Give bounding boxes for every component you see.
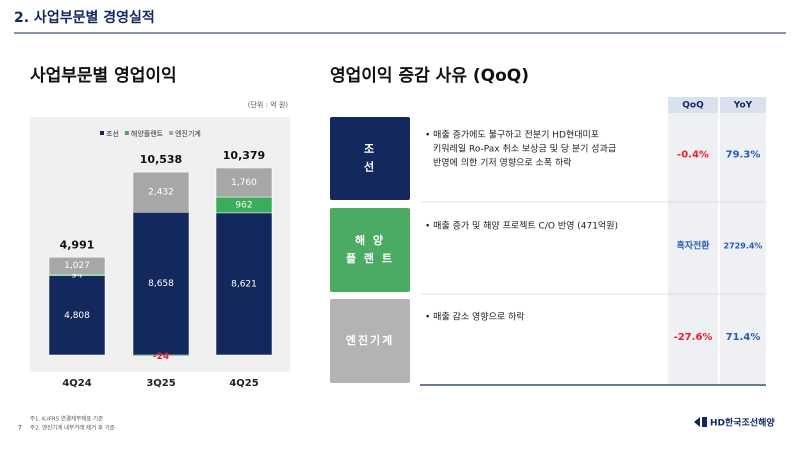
qoq-header-bg <box>668 97 718 113</box>
segment-label: 조 <box>364 143 376 156</box>
reason-text: 반영에 의한 기저 영향으로 소폭 하락 <box>433 157 572 169</box>
reason-text: • 매출 증가 및 해양 프로젝트 C/O 반영 (471억원) <box>425 220 618 232</box>
data-label: 94 <box>71 270 83 280</box>
x-tick-label: 4Q25 <box>229 378 258 389</box>
data-label: 4,808 <box>64 311 90 321</box>
chart-title: 사업부문별 영업이익 <box>30 66 177 86</box>
yoy-value: 79.3% <box>726 150 761 161</box>
x-tick-label: 4Q24 <box>62 378 91 389</box>
unit-label: (단위 : 억 원) <box>248 100 289 109</box>
logo-icon <box>694 417 707 427</box>
reason-text: • 매출 감소 영향으로 하락 <box>425 311 525 323</box>
qoq-value: 흑자전환 <box>676 240 710 252</box>
data-label: -24 <box>153 352 169 362</box>
segment-label: 선 <box>364 160 376 174</box>
legend-swatch <box>169 131 174 135</box>
total-label: 4,991 <box>60 238 95 251</box>
total-label: 10,538 <box>140 153 182 166</box>
yoy-header-bg <box>720 97 766 113</box>
yoy-column-bg <box>720 97 766 384</box>
segment-box <box>330 117 410 200</box>
x-tick-label: 3Q25 <box>146 378 175 389</box>
yoy-value: 2729.4% <box>724 242 763 251</box>
reason-text: • 매출 증가에도 불구하고 전분기 HD현대미포 <box>425 130 599 141</box>
bar-segment <box>132 212 190 356</box>
page-number: 7 <box>18 425 22 432</box>
total-label: 10,379 <box>223 149 265 162</box>
legend-swatch <box>124 131 129 135</box>
bar-segment <box>48 275 106 356</box>
segment-label: 엔진기계 <box>346 333 394 347</box>
header-title: 2. 사업부문별 경영실적 <box>14 9 155 26</box>
legend-label: 엔진기계 <box>175 129 201 138</box>
data-label: 8,621 <box>231 279 257 289</box>
column-header: QoQ <box>682 101 704 111</box>
bar-segment <box>133 355 189 356</box>
footnote: 주1. K-IFRS 연결재무제표 기준 <box>30 415 103 423</box>
bar-segment <box>215 167 273 198</box>
logo: HD한국조선해양 <box>710 417 775 429</box>
legend-swatch <box>100 131 104 135</box>
segment-box <box>330 208 410 292</box>
data-label: 1,760 <box>231 178 257 188</box>
qoq-column-bg <box>668 97 718 384</box>
bar-segment <box>48 257 106 275</box>
data-label: 962 <box>235 200 252 210</box>
reason-text: 키워레일 Ro-Pax 취소 보상금 및 당 분기 성과급 <box>433 143 616 155</box>
legend-label: 조선 <box>106 129 119 138</box>
column-header: YoY <box>733 101 753 111</box>
segment-box <box>330 299 410 383</box>
qoq-value: -27.6% <box>674 332 713 343</box>
footnote: 주2. 엔진기계 내부거래 제거 후 기준 <box>30 424 115 432</box>
bar-segment <box>215 212 273 356</box>
yoy-value: 71.4% <box>726 332 761 343</box>
data-label: 8,658 <box>148 279 174 289</box>
segment-label: 플 랜 트 <box>346 251 394 265</box>
legend-label: 해양플랜트 <box>131 129 164 138</box>
bar-segment <box>132 171 190 213</box>
segment-label: 해 양 <box>355 233 385 247</box>
data-label: 2,432 <box>148 188 174 198</box>
data-label: 1,027 <box>64 261 90 271</box>
qoq-value: -0.4% <box>677 150 709 161</box>
table-title: 영업이익 증감 사유 (QoQ) <box>330 66 529 86</box>
